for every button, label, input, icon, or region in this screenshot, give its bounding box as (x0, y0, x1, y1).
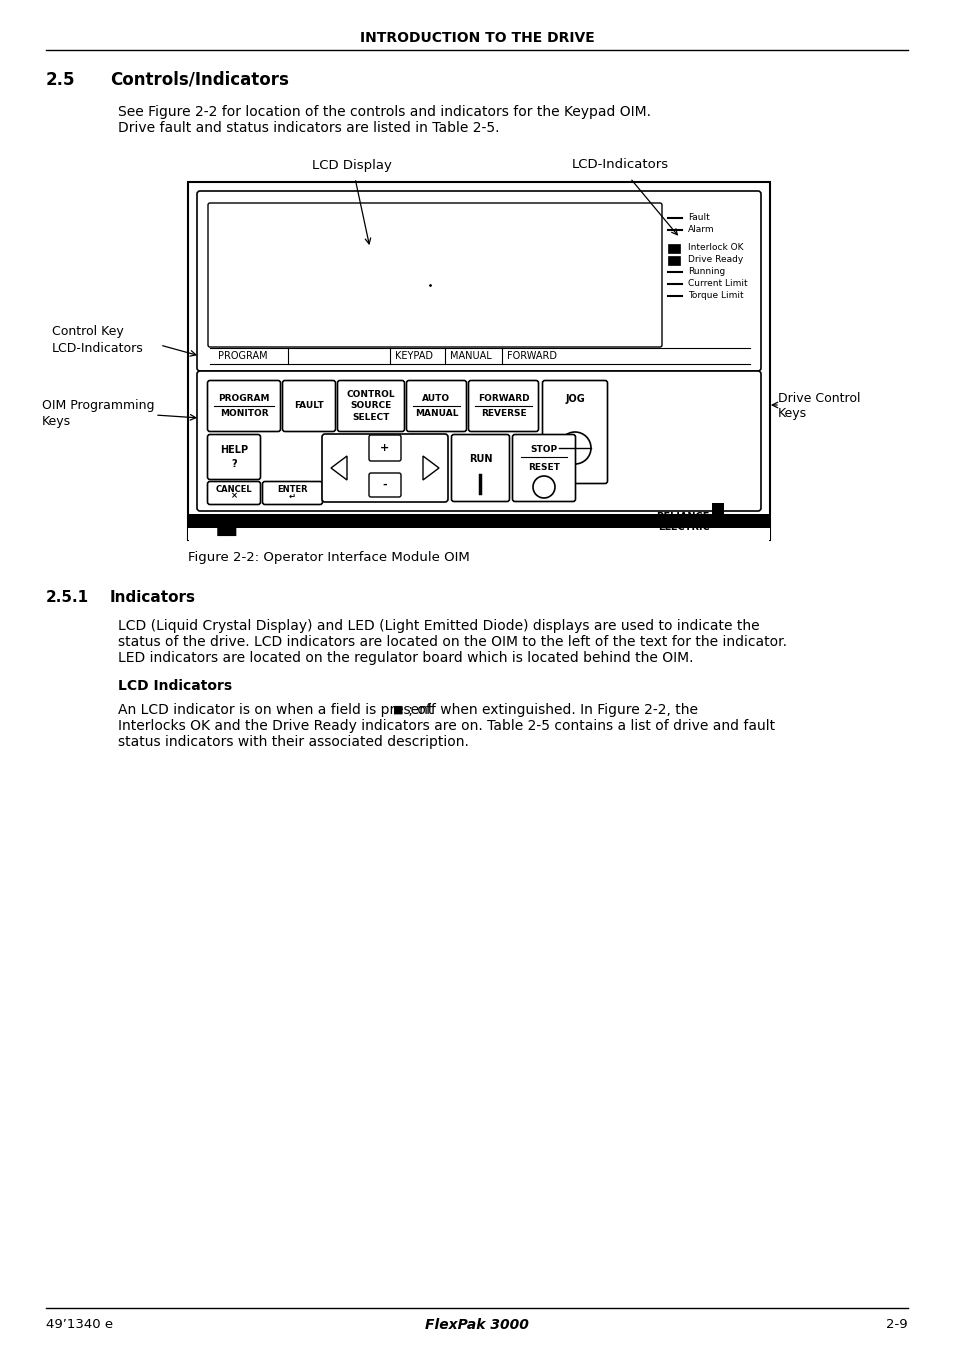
Text: Controls/Indicators: Controls/Indicators (110, 72, 289, 89)
Text: 49’1340 e: 49’1340 e (46, 1319, 113, 1332)
Bar (667, 245, 679, 253)
Text: RESET: RESET (528, 462, 559, 471)
Text: ; off when extinguished. In Figure 2-2, the: ; off when extinguished. In Figure 2-2, … (403, 703, 698, 717)
Text: LCD-Indicators: LCD-Indicators (52, 342, 144, 354)
Text: STOP: STOP (530, 444, 557, 454)
Bar (667, 255, 679, 265)
Text: 2-9: 2-9 (885, 1319, 907, 1332)
Text: LCD (Liquid Crystal Display) and LED (Light Emitted Diode) displays are used to : LCD (Liquid Crystal Display) and LED (Li… (118, 619, 759, 634)
FancyBboxPatch shape (468, 381, 537, 431)
Polygon shape (422, 457, 438, 480)
Text: MONITOR: MONITOR (219, 409, 268, 419)
Bar (188, 528, 769, 540)
Text: FlexPak 3000: FlexPak 3000 (425, 1319, 528, 1332)
Text: KEYPAD: KEYPAD (395, 351, 433, 361)
FancyBboxPatch shape (406, 381, 466, 431)
FancyBboxPatch shape (208, 381, 280, 431)
FancyBboxPatch shape (262, 481, 322, 504)
Text: ■: ■ (393, 705, 403, 715)
FancyBboxPatch shape (322, 434, 448, 503)
FancyBboxPatch shape (337, 381, 404, 431)
Text: Control Key: Control Key (52, 326, 124, 339)
FancyBboxPatch shape (282, 381, 335, 431)
Polygon shape (331, 457, 347, 480)
Text: PROGRAM: PROGRAM (218, 394, 270, 403)
Text: REVERSE: REVERSE (480, 409, 526, 419)
FancyBboxPatch shape (208, 481, 260, 504)
Text: Drive Ready: Drive Ready (687, 255, 742, 265)
Text: MANUAL: MANUAL (415, 409, 457, 419)
Text: LCD-Indicators: LCD-Indicators (571, 158, 668, 172)
Text: Indicators: Indicators (110, 590, 195, 605)
Text: Keys: Keys (778, 408, 806, 420)
FancyBboxPatch shape (369, 473, 400, 497)
Text: CONTROL: CONTROL (346, 390, 395, 399)
Bar (189, 539, 768, 543)
Text: FAULT: FAULT (294, 401, 323, 411)
Text: -: - (382, 480, 387, 490)
Text: status of the drive. LCD indicators are located on the OIM to the left of the te: status of the drive. LCD indicators are … (118, 635, 786, 648)
Text: PROGRAM: PROGRAM (218, 351, 268, 361)
Text: Keys: Keys (42, 416, 71, 428)
FancyBboxPatch shape (369, 435, 400, 461)
Text: RELIANCE
ELECTRIC: RELIANCE ELECTRIC (656, 512, 709, 532)
Text: LED indicators are located on the regulator board which is located behind the OI: LED indicators are located on the regula… (118, 651, 693, 665)
Text: Torque Limit: Torque Limit (687, 292, 742, 300)
Text: 2.5.1: 2.5.1 (46, 590, 89, 605)
Text: Alarm: Alarm (687, 226, 714, 235)
Text: Interlock OK: Interlock OK (687, 243, 742, 253)
Text: ?: ? (231, 459, 236, 469)
Text: HELP: HELP (220, 446, 248, 455)
Text: +: + (380, 443, 389, 453)
FancyBboxPatch shape (451, 435, 509, 501)
Text: SOURCE: SOURCE (350, 401, 392, 411)
FancyBboxPatch shape (196, 372, 760, 511)
Text: LCD Indicators: LCD Indicators (118, 680, 232, 693)
Bar (711, 503, 723, 521)
FancyBboxPatch shape (208, 203, 661, 347)
Text: FORWARD: FORWARD (477, 394, 529, 403)
Text: RUN: RUN (468, 454, 492, 463)
Bar (188, 513, 769, 528)
Bar (188, 182, 769, 540)
Text: Drive Control: Drive Control (778, 392, 860, 404)
FancyBboxPatch shape (208, 435, 260, 480)
FancyBboxPatch shape (542, 381, 607, 484)
Text: MANUAL: MANUAL (450, 351, 491, 361)
Text: CANCEL: CANCEL (215, 485, 252, 494)
Text: An LCD indicator is on when a field is present: An LCD indicator is on when a field is p… (118, 703, 437, 717)
Text: JOG: JOG (564, 394, 584, 404)
FancyBboxPatch shape (512, 435, 575, 501)
Text: Running: Running (687, 267, 724, 277)
FancyBboxPatch shape (196, 190, 760, 372)
Text: See Figure 2-2 for location of the controls and indicators for the Keypad OIM.: See Figure 2-2 for location of the contr… (118, 105, 650, 119)
Text: ↵: ↵ (289, 492, 295, 500)
Text: Interlocks OK and the Drive Ready indicators are on. Table 2-5 contains a list o: Interlocks OK and the Drive Ready indica… (118, 719, 774, 734)
Text: LCD Display: LCD Display (312, 158, 392, 172)
Text: FORWARD: FORWARD (506, 351, 557, 361)
Text: Drive fault and status indicators are listed in Table 2-5.: Drive fault and status indicators are li… (118, 122, 499, 135)
Text: OIM Programming: OIM Programming (42, 400, 154, 412)
Text: ×: × (231, 492, 237, 500)
Text: ■: ■ (214, 513, 238, 538)
Text: SELECT: SELECT (352, 413, 389, 422)
Text: AUTO: AUTO (422, 394, 450, 403)
Text: INTRODUCTION TO THE DRIVE: INTRODUCTION TO THE DRIVE (359, 31, 594, 45)
Text: 2.5: 2.5 (46, 72, 75, 89)
Text: status indicators with their associated description.: status indicators with their associated … (118, 735, 468, 748)
Text: Fault: Fault (687, 213, 709, 223)
Text: Figure 2-2: Operator Interface Module OIM: Figure 2-2: Operator Interface Module OI… (188, 551, 469, 565)
Text: Current Limit: Current Limit (687, 280, 747, 289)
Text: ENTER: ENTER (277, 485, 308, 494)
Text: V3®: V3® (212, 515, 246, 530)
